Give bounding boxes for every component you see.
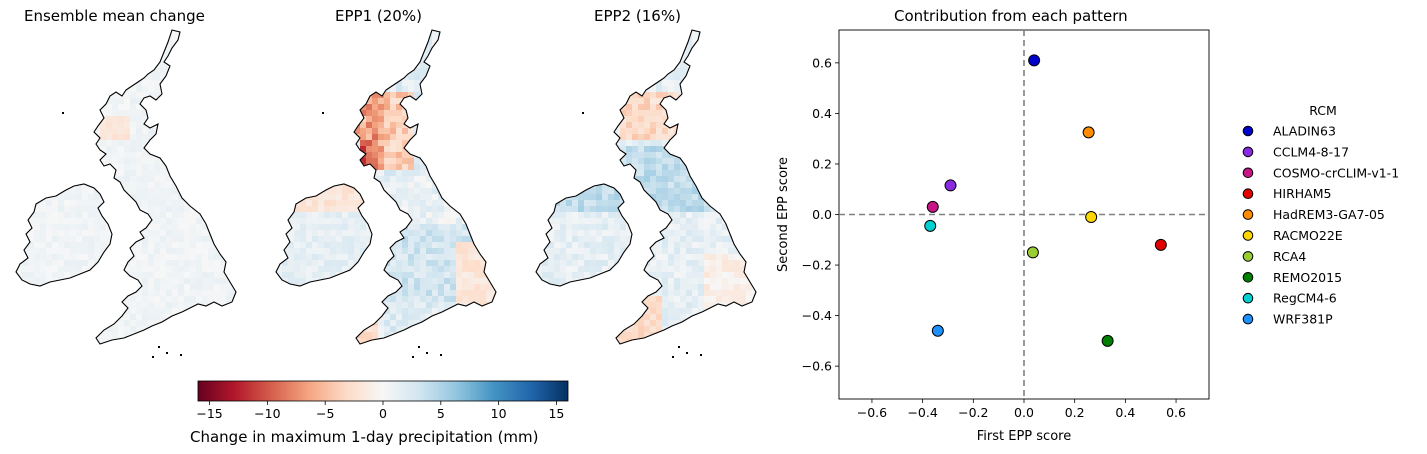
colorbar-tick-label: 10 — [491, 406, 507, 421]
point-cclm4-8-17 — [944, 179, 957, 192]
legend-title: RCM — [1309, 103, 1337, 118]
x-tick-label: 0.4 — [1115, 405, 1135, 420]
point-regcm4-6 — [924, 219, 937, 232]
chart-title: Contribution from each pattern — [894, 7, 1128, 25]
island — [700, 354, 702, 356]
legend-label: HadREM3-GA7-05 — [1273, 207, 1385, 222]
point-hirham5 — [1154, 238, 1167, 251]
island — [152, 356, 154, 358]
scatter-chart: −0.6 −0.4 −0.2 0.0 0.2 0.4 0.6 −0.6 −0.4 −0.2 0.0 0… — [776, 29, 1399, 444]
legend-label: ALADIN63 — [1273, 124, 1336, 139]
legend-label: WRF381P — [1273, 312, 1333, 327]
colorbar-tick-label: 5 — [437, 406, 445, 421]
legend-label: HIRHAM5 — [1273, 186, 1331, 201]
map-epp1 — [275, 29, 497, 358]
map-title-epp2: EPP2 (16%) — [594, 7, 681, 25]
point-hadrem3-ga7-05 — [1082, 126, 1095, 139]
island — [686, 352, 688, 354]
legend: RCM ALADIN63 CCLM4-8-17 COSMO-crCLIM-v1-1 HI… — [1242, 103, 1399, 327]
island — [158, 346, 160, 348]
point-racmo22e — [1085, 211, 1098, 224]
x-tick-label: −0.6 — [857, 405, 887, 420]
colorbar-tick-label: −15 — [196, 406, 222, 421]
colorbar-tick-label: −5 — [316, 406, 334, 421]
legend-label: RegCM4-6 — [1273, 291, 1337, 306]
point-remo2015 — [1101, 334, 1114, 347]
island — [412, 356, 414, 358]
colorbar-tick-label: 15 — [548, 406, 564, 421]
y-axis-label: Second EPP score — [776, 157, 791, 272]
uk-maps — [15, 29, 757, 358]
great-britain-outline — [353, 29, 497, 345]
ireland-outline — [535, 183, 633, 287]
point-rca4 — [1026, 246, 1039, 259]
y-tick-label: 0.0 — [812, 207, 832, 222]
y-tick-label: −0.2 — [802, 258, 832, 273]
point-wrf381p — [931, 324, 944, 337]
legend-marker — [1242, 292, 1254, 304]
x-tick-label: 0.0 — [1014, 405, 1034, 420]
island — [180, 354, 182, 356]
colorbar-gradient — [197, 380, 569, 402]
x-tick-label: −0.2 — [958, 405, 988, 420]
colorbar-tick-label: −10 — [254, 406, 280, 421]
island — [166, 352, 168, 354]
y-tick-label: 0.6 — [812, 55, 832, 70]
legend-label: RACMO22E — [1273, 228, 1343, 243]
great-britain-outline — [613, 29, 757, 345]
map-title-epp1: EPP1 (20%) — [335, 7, 422, 25]
island — [672, 356, 674, 358]
y-tick-label: 0.2 — [812, 156, 832, 171]
island — [62, 112, 64, 114]
legend-marker — [1242, 125, 1254, 137]
legend-marker — [1242, 209, 1254, 220]
legend-label: COSMO-crCLIM-v1-1 — [1273, 165, 1399, 180]
legend-label: REMO2015 — [1273, 270, 1342, 285]
x-tick-label: 0.2 — [1065, 405, 1085, 420]
legend-marker — [1242, 230, 1254, 241]
legend-marker — [1242, 146, 1254, 158]
legend-label: RCA4 — [1273, 249, 1306, 264]
ireland-outline — [15, 183, 113, 287]
map-ensemble-mean — [15, 29, 237, 358]
island — [582, 112, 584, 114]
island — [678, 346, 680, 348]
island — [440, 354, 442, 356]
x-tick-label: −0.4 — [907, 405, 937, 420]
legend-label: CCLM4-8-17 — [1273, 144, 1349, 159]
great-britain-outline — [93, 29, 237, 345]
x-tick-label: 0.6 — [1166, 405, 1186, 420]
x-axis-label: First EPP score — [977, 429, 1071, 444]
map-title-mean: Ensemble mean change — [24, 7, 205, 25]
point-cosmo-crclim-v1-1 — [926, 200, 939, 213]
legend-marker — [1242, 188, 1254, 199]
y-tick-label: −0.6 — [802, 359, 832, 374]
y-tick-label: 0.4 — [812, 106, 832, 121]
colorbar: −15 −10 −5 0 5 10 15 — [196, 380, 569, 421]
y-tick-label: −0.4 — [802, 308, 832, 323]
legend-marker — [1242, 251, 1254, 262]
island — [418, 346, 420, 348]
legend-marker — [1242, 167, 1254, 179]
colorbar-tick-label: 0 — [379, 406, 387, 421]
legend-marker — [1242, 272, 1254, 283]
island — [426, 352, 428, 354]
ireland-outline — [275, 183, 373, 287]
legend-marker — [1242, 313, 1254, 325]
point-aladin63 — [1028, 54, 1041, 67]
map-epp2 — [535, 29, 757, 358]
colorbar-label: Change in maximum 1-day precipitation (m… — [190, 428, 539, 446]
island — [322, 112, 324, 114]
